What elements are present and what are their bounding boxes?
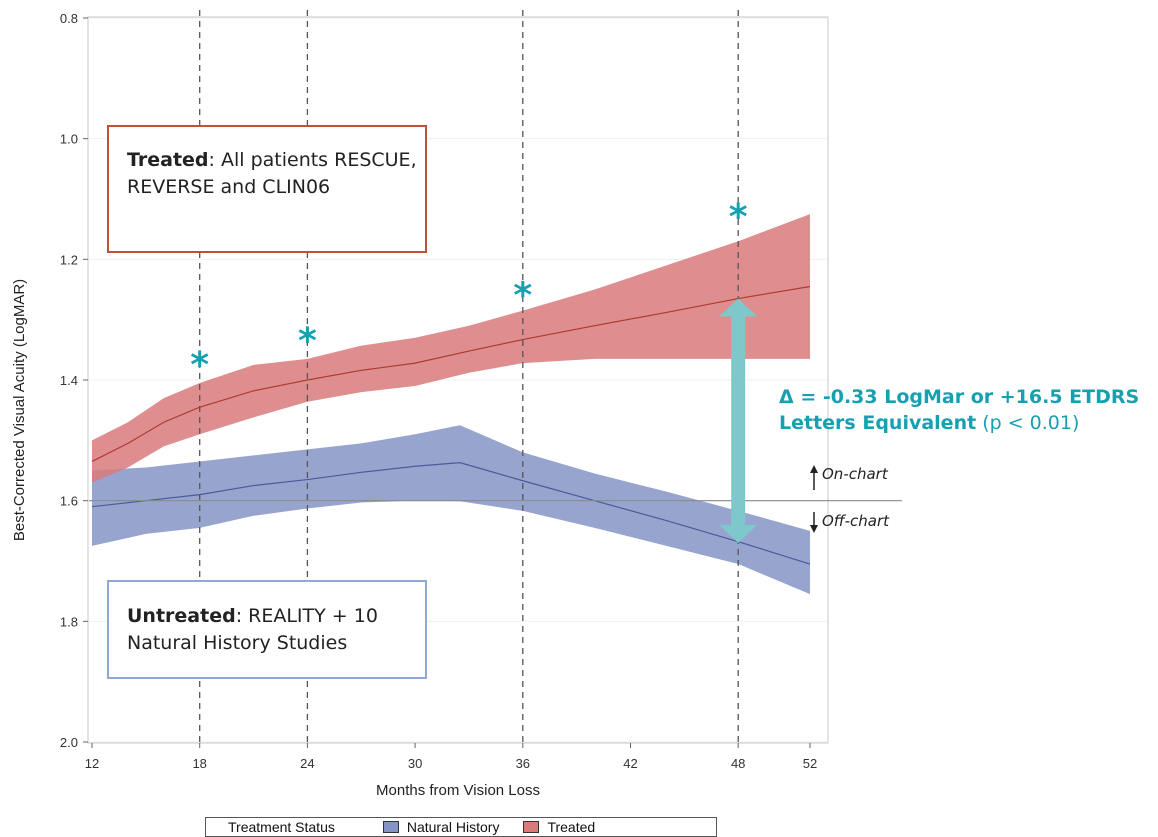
delta-arrow <box>719 298 758 543</box>
significance-marker-2: * <box>513 276 532 317</box>
y-tick-label-3: 1.4 <box>60 373 78 388</box>
x-axis-label: Months from Vision Loss <box>376 782 540 799</box>
x-tick-label-12: 12 <box>85 756 99 771</box>
y-tick-label-0: 0.8 <box>60 11 78 26</box>
delta-annotation: Δ = -0.33 LogMar or +16.5 ETDRS Letters … <box>779 384 1151 436</box>
off-chart-label: Off-chart <box>822 512 890 530</box>
y-tick-label-2: 1.2 <box>60 252 78 267</box>
on-chart-label: On-chart <box>822 465 888 483</box>
y-axis-label: Best-Corrected Visual Acuity (LogMAR) <box>11 279 28 541</box>
delta-annotation-pvalue: (p < 0.01) <box>976 412 1080 434</box>
band-treated <box>92 214 810 483</box>
mean-line-treated <box>91 285 811 462</box>
treated-annotation-title: Treated <box>127 149 209 171</box>
treated-annotation: Treated: All patients RESCUE, REVERSE an… <box>107 125 427 253</box>
y-tick-label-1: 1.0 <box>60 132 78 147</box>
x-tick-label-36: 36 <box>516 756 530 771</box>
x-tick-label-30: 30 <box>408 756 422 771</box>
x-tick-label-42: 42 <box>623 756 637 771</box>
untreated-annotation-text: : REALITY + 10 Natural History Studies <box>127 605 378 654</box>
x-tick-label-24: 24 <box>300 756 314 771</box>
legend-title: Treatment Status <box>228 819 335 835</box>
delta-annotation-title: Δ = -0.33 LogMar or +16.5 ETDRS Letters … <box>779 386 1140 434</box>
on-off-chart-arrows <box>810 465 818 533</box>
legend-swatch-natural-history <box>382 821 399 833</box>
delta-arrow-shaft <box>731 314 746 527</box>
legend-swatch-treated <box>523 821 540 833</box>
delta-arrow-head-up <box>719 298 758 317</box>
significance-marker-3: * <box>729 197 748 238</box>
y-axis: 0.8 1.0 1.2 1.4 1.6 1.8 2.0 <box>60 11 88 750</box>
legend: Treatment Status Natural History Treated <box>205 817 717 837</box>
band-natural-history <box>92 425 810 595</box>
untreated-annotation-title: Untreated <box>127 605 236 627</box>
significance-marker-1: * <box>298 321 317 362</box>
y-tick-label-4: 1.6 <box>60 494 78 509</box>
x-tick-label-18: 18 <box>192 756 206 771</box>
treated-annotation-text: : All patients RESCUE, REVERSE and CLIN0… <box>127 149 417 198</box>
y-tick-label-5: 1.8 <box>60 614 78 629</box>
untreated-annotation: Untreated: REALITY + 10 Natural History … <box>107 580 427 679</box>
x-axis: 12 18 24 30 36 42 48 52 <box>85 743 817 771</box>
x-tick-label-52: 52 <box>803 756 817 771</box>
legend-item-treated: Treated <box>547 819 596 835</box>
confidence-bands <box>92 214 810 595</box>
legend-item-natural-history: Natural History <box>406 819 500 835</box>
significance-marker-0: * <box>190 345 209 386</box>
delta-arrow-head-down <box>719 524 758 543</box>
x-tick-label-48: 48 <box>731 756 745 771</box>
significance-markers: * * * * <box>190 197 748 386</box>
y-tick-label-6: 2.0 <box>60 735 78 750</box>
